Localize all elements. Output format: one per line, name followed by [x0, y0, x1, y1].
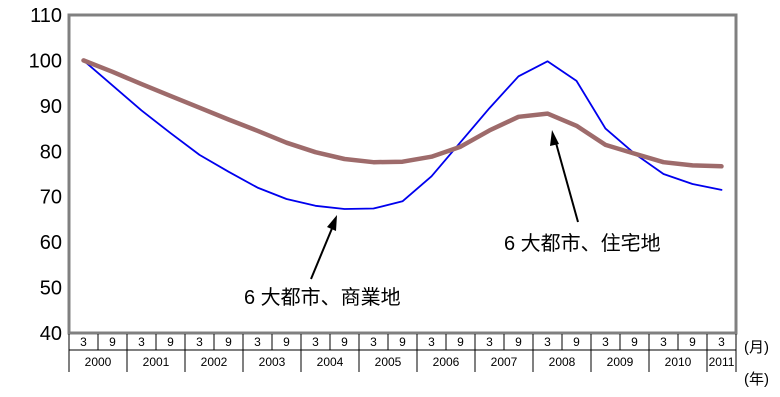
x-year-label: 2000	[85, 355, 112, 369]
x-month-label: 9	[689, 335, 696, 349]
x-year-label: 2009	[607, 355, 634, 369]
y-tick-label: 90	[40, 96, 62, 118]
series-line-commercial	[82, 59, 723, 210]
annotation-residential: 6 大都市、住宅地	[504, 130, 661, 255]
annotation-label-commercial: 6 大都市、商業地	[244, 286, 401, 309]
series-line-residential	[81, 58, 724, 169]
x-month-label: 9	[341, 335, 348, 349]
y-tick-label: 50	[40, 278, 62, 300]
x-month-label: 3	[602, 335, 609, 349]
series-lines	[81, 58, 724, 210]
x-month-label: 9	[399, 335, 406, 349]
x-month-label: 3	[254, 335, 261, 349]
x-month-label: 9	[515, 335, 522, 349]
x-month-label: 9	[109, 335, 116, 349]
x-year-label: 2002	[201, 355, 228, 369]
annotation-label-residential: 6 大都市、住宅地	[504, 232, 661, 255]
annotation-arrowhead-residential	[550, 130, 559, 146]
x-axis: 3 9 3 9 3 9 3 9 3 9 3 9 3 9 3 9 3 9 3 9 3 9 3 2000 2001 2002 2003 2…	[68, 334, 737, 372]
annotation-arrow-residential	[555, 142, 579, 223]
x-year-label: 2005	[375, 355, 402, 369]
x-month-label: 9	[631, 335, 638, 349]
x-year-label: 2001	[143, 355, 170, 369]
x-month-label: 9	[457, 335, 464, 349]
y-tick-label: 60	[40, 232, 62, 254]
x-month-label: 3	[486, 335, 493, 349]
x-month-label: 9	[225, 335, 232, 349]
x-month-label: 9	[283, 335, 290, 349]
month-unit-label: (月)	[744, 339, 769, 356]
x-month-label: 3	[428, 335, 435, 349]
y-tick-label: 80	[40, 141, 62, 163]
year-unit-label: (年)	[744, 371, 769, 388]
x-month-label: 3	[718, 335, 725, 349]
x-month-label: 3	[660, 335, 667, 349]
y-tick-label: 110	[30, 5, 62, 27]
x-year-label: 2011	[709, 355, 735, 369]
y-tick-label: 40	[40, 323, 62, 345]
x-year-label: 2006	[433, 355, 460, 369]
x-year-label: 2003	[259, 355, 286, 369]
annotation-arrow-commercial	[310, 225, 334, 280]
x-year-label: 2004	[317, 355, 344, 369]
annotation-arrowhead-commercial	[327, 215, 337, 231]
x-month-label: 3	[312, 335, 319, 349]
annotation-commercial: 6 大都市、商業地	[244, 215, 401, 309]
x-month-label: 3	[196, 335, 203, 349]
y-tick-label: 100	[29, 50, 62, 72]
y-axis: 40 50 60 70 80 90 100 110	[29, 5, 62, 345]
x-year-label: 2010	[665, 355, 692, 369]
x-month-label: 3	[370, 335, 377, 349]
x-month-label: 3	[80, 335, 87, 349]
x-month-label: 3	[138, 335, 145, 349]
x-month-label: 3	[544, 335, 551, 349]
plot-frame	[67, 13, 738, 335]
y-tick-label: 70	[40, 187, 62, 209]
x-month-label: 9	[573, 335, 580, 349]
x-year-label: 2008	[549, 355, 576, 369]
x-month-label: 9	[167, 335, 174, 349]
x-year-label: 2007	[491, 355, 518, 369]
